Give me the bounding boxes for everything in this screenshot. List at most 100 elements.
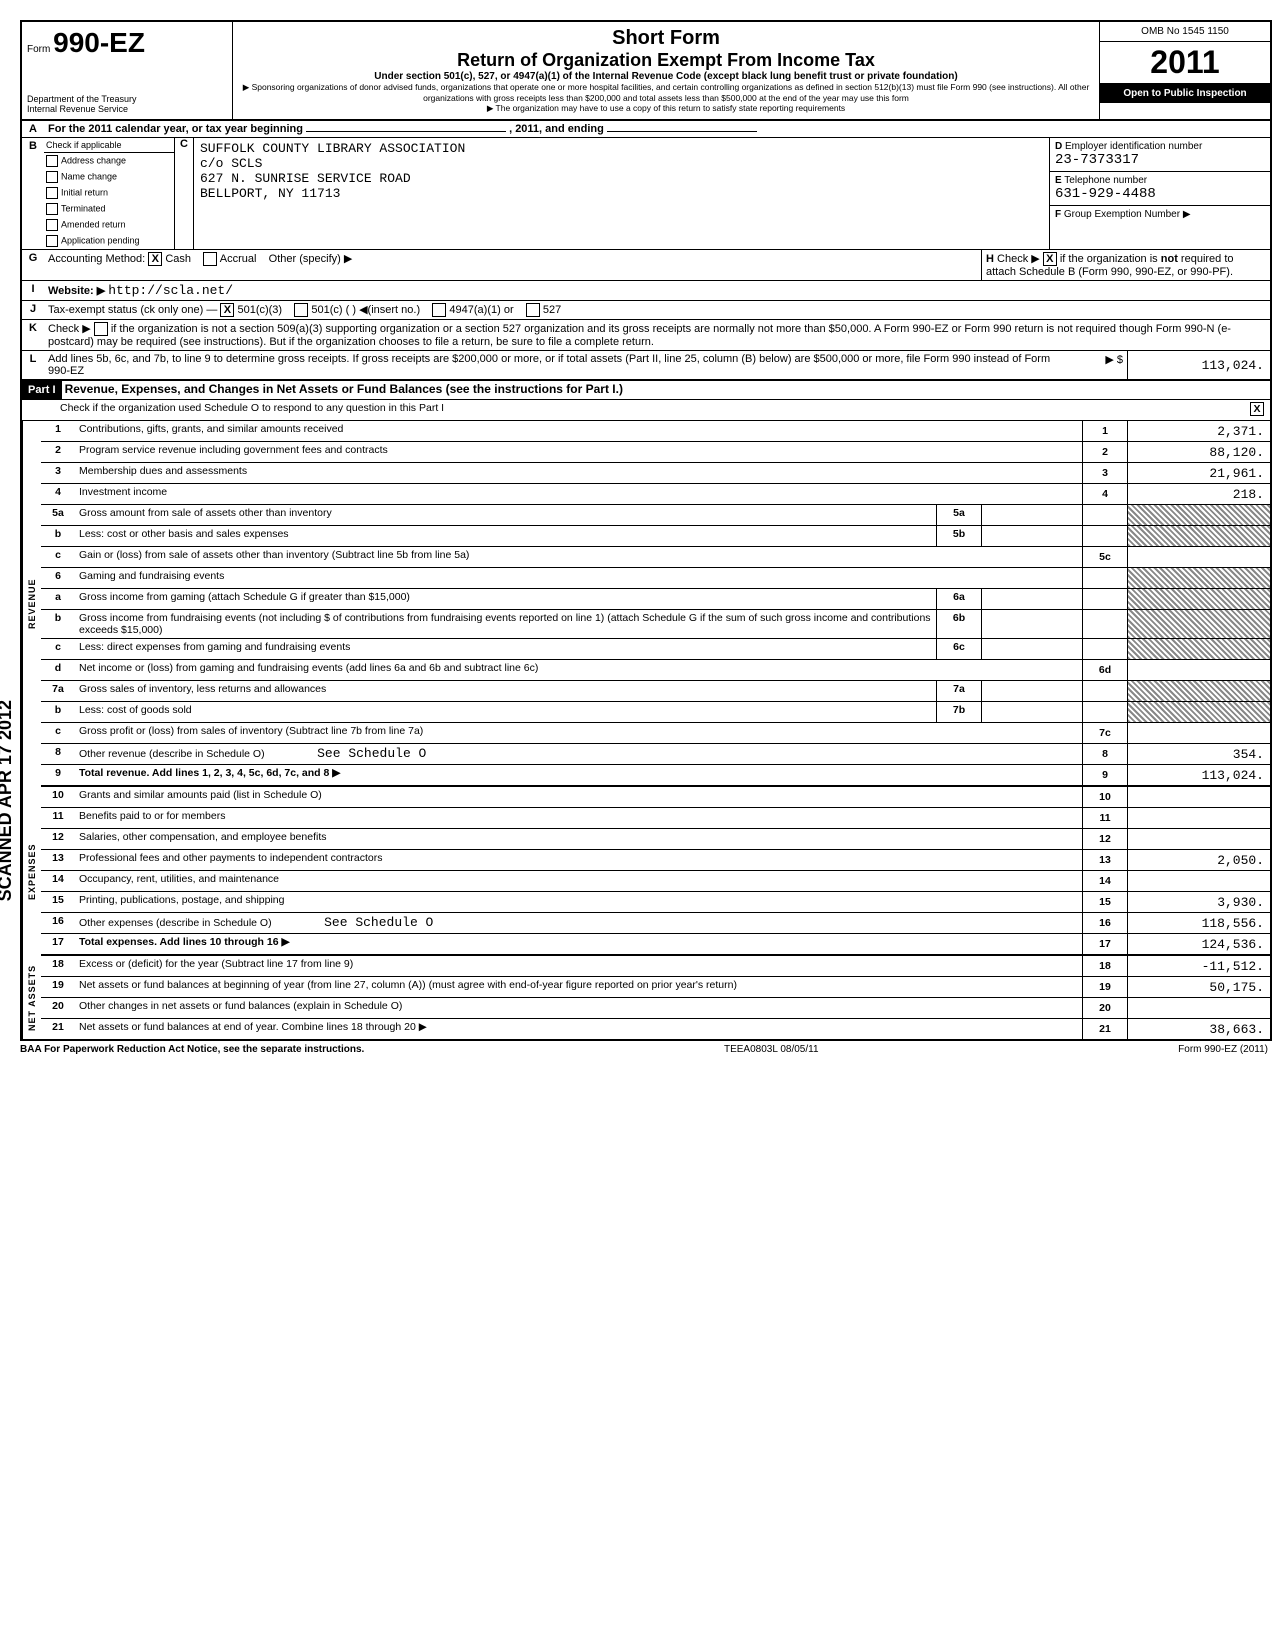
cash-checkbox[interactable]: X — [148, 252, 162, 266]
org-co: c/o SCLS — [200, 156, 1043, 171]
line-6d-desc: Net income or (loss) from gaming and fun… — [75, 660, 1082, 680]
letter-e: E — [1055, 175, 1062, 186]
line-13-num: 13 — [41, 850, 75, 870]
line-5b-val — [1127, 526, 1270, 546]
line-10-box: 10 — [1082, 787, 1127, 807]
line-21-arrow: ▶ — [419, 1021, 427, 1033]
line-18-num: 18 — [41, 956, 75, 976]
letter-i: I — [22, 281, 44, 300]
501c3-label: 501(c)(3) — [237, 304, 282, 316]
group-exemption-label: Group Exemption Number — [1064, 209, 1180, 220]
line-7b-mid: 7b — [936, 702, 982, 722]
line-16-desc: Other expenses (describe in Schedule O) — [79, 917, 272, 929]
line-12-val — [1127, 829, 1270, 849]
501c-checkbox[interactable] — [294, 303, 308, 317]
ein-label: Employer identification number — [1065, 141, 1202, 152]
line-10-val — [1127, 787, 1270, 807]
line-16-val: 118,556. — [1127, 913, 1270, 933]
line-5a-desc: Gross amount from sale of assets other t… — [75, 505, 936, 525]
line-18-val: -11,512. — [1127, 956, 1270, 976]
line-11-val — [1127, 808, 1270, 828]
4947-label: 4947(a)(1) or — [449, 304, 513, 316]
h-text1: if the organization is — [1060, 253, 1158, 265]
line-19-desc: Net assets or fund balances at beginning… — [75, 977, 1082, 997]
line-7a-num: 7a — [41, 681, 75, 701]
line-6b-num: b — [41, 610, 75, 638]
line-14-box: 14 — [1082, 871, 1127, 891]
527-checkbox[interactable] — [526, 303, 540, 317]
line-5a-val — [1127, 505, 1270, 525]
line-6-num: 6 — [41, 568, 75, 588]
line-1-box: 1 — [1082, 421, 1127, 441]
cash-label: Cash — [165, 253, 191, 265]
l-arrow: ▶ $ — [1079, 351, 1127, 379]
letter-h: H — [986, 253, 994, 265]
other-label: Other (specify) ▶ — [269, 253, 353, 265]
line-15-box: 15 — [1082, 892, 1127, 912]
website-label: Website: ▶ — [48, 285, 105, 297]
part1-title: Revenue, Expenses, and Changes in Net As… — [65, 382, 623, 396]
chk-initial[interactable] — [46, 187, 58, 199]
k-checkbox[interactable] — [94, 322, 108, 336]
tax-exempt-label: Tax-exempt status (ck only one) — — [48, 304, 217, 316]
501c3-checkbox[interactable]: X — [220, 303, 234, 317]
letter-a: A — [22, 121, 44, 137]
phone-value: 631-929-4488 — [1055, 186, 1156, 202]
line-8-note: See Schedule O — [317, 746, 426, 761]
line-6b-mid: 6b — [936, 610, 982, 638]
line-5c-desc: Gain or (loss) from sale of assets other… — [75, 547, 1082, 567]
line-8-desc: Other revenue (describe in Schedule O) — [79, 748, 265, 760]
line-6b-val — [1127, 610, 1270, 638]
line-6c-val — [1127, 639, 1270, 659]
line-17-box: 17 — [1082, 934, 1127, 954]
h-checkbox[interactable]: X — [1043, 252, 1057, 266]
line-19-num: 19 — [41, 977, 75, 997]
line-17-num: 17 — [41, 934, 75, 954]
k-text: if the organization is not a section 509… — [48, 323, 1231, 348]
4947-checkbox[interactable] — [432, 303, 446, 317]
chk-pending[interactable] — [46, 235, 58, 247]
501c-label: 501(c) ( — [311, 304, 349, 316]
phone-label: Telephone number — [1064, 175, 1147, 186]
line-2-desc: Program service revenue including govern… — [75, 442, 1082, 462]
line-13-box: 13 — [1082, 850, 1127, 870]
form-number: 990-EZ — [53, 27, 145, 58]
line-1-num: 1 — [41, 421, 75, 441]
accounting-label: Accounting Method: — [48, 253, 145, 265]
line-5c-num: c — [41, 547, 75, 567]
letter-c: C — [175, 138, 194, 249]
part1-checkbox[interactable]: X — [1250, 402, 1264, 416]
line-21-val: 38,663. — [1127, 1019, 1270, 1039]
line-14-desc: Occupancy, rent, utilities, and maintena… — [75, 871, 1082, 891]
line-2-val: 88,120. — [1127, 442, 1270, 462]
line-3-num: 3 — [41, 463, 75, 483]
line-16-note: See Schedule O — [324, 915, 433, 930]
irs-label: Internal Revenue Service — [27, 104, 227, 114]
line-14-num: 14 — [41, 871, 75, 891]
line-12-box: 12 — [1082, 829, 1127, 849]
letter-f: F — [1055, 209, 1061, 220]
line-5a-mid: 5a — [936, 505, 982, 525]
line-5b-mid: 5b — [936, 526, 982, 546]
line-7b-val — [1127, 702, 1270, 722]
letter-k: K — [22, 320, 44, 350]
line-6d-box: 6d — [1082, 660, 1127, 680]
line-6a-val — [1127, 589, 1270, 609]
line-3-desc: Membership dues and assessments — [75, 463, 1082, 483]
line-7c-desc: Gross profit or (loss) from sales of inv… — [75, 723, 1082, 743]
line-17-val: 124,536. — [1127, 934, 1270, 954]
chk-amended[interactable] — [46, 219, 58, 231]
chk-name[interactable] — [46, 171, 58, 183]
chk-terminated[interactable] — [46, 203, 58, 215]
line-4-box: 4 — [1082, 484, 1127, 504]
copy-note: ▶ The organization may have to use a cop… — [238, 103, 1094, 114]
form-prefix: Form — [27, 44, 50, 55]
line-9-desc: Total revenue. Add lines 1, 2, 3, 4, 5c,… — [79, 767, 329, 779]
accrual-checkbox[interactable] — [203, 252, 217, 266]
chk-address[interactable] — [46, 155, 58, 167]
line-6c-mid: 6c — [936, 639, 982, 659]
footer-form: Form 990-EZ (2011) — [1178, 1044, 1268, 1055]
line-7a-mid: 7a — [936, 681, 982, 701]
org-street: 627 N. SUNRISE SERVICE ROAD — [200, 171, 1043, 186]
line-20-val — [1127, 998, 1270, 1018]
